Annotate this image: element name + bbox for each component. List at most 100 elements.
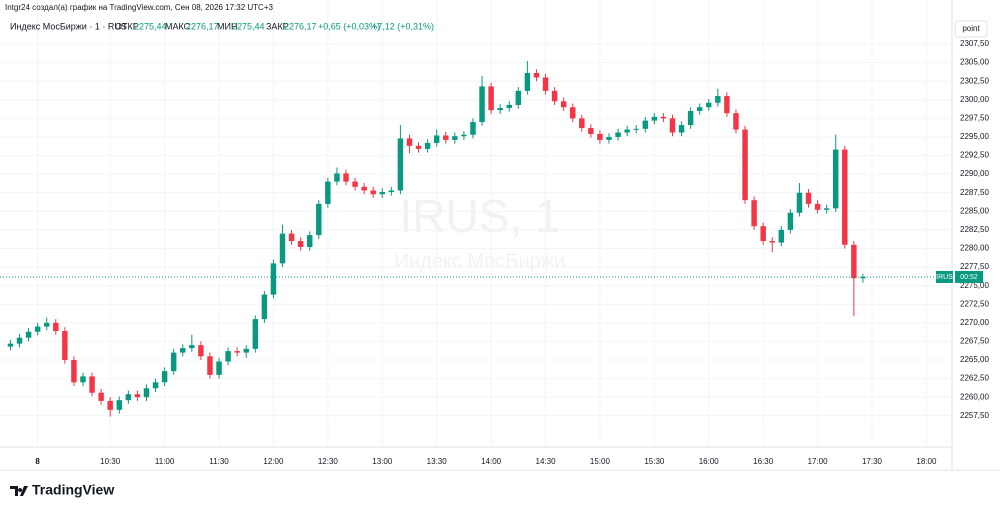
y-tick-label: 2295,00 (960, 132, 989, 141)
candle-body (787, 212, 794, 230)
candle-body (433, 135, 440, 143)
candle-body (379, 191, 385, 195)
candle-body (842, 149, 848, 245)
candle-body (316, 203, 322, 236)
y-tick-label: 2302,50 (960, 76, 989, 85)
candle-body (152, 382, 159, 389)
candle-body (669, 118, 676, 133)
candle-body (696, 107, 703, 111)
candle-body (796, 192, 803, 213)
candle-body (624, 129, 630, 133)
candle-body (397, 138, 404, 191)
candle-body (62, 331, 68, 361)
candle-body (742, 129, 748, 201)
price-tag (936, 270, 953, 283)
y-tick-label: 2307,50 (960, 39, 989, 48)
candle-body (551, 90, 558, 102)
candle-body (198, 345, 204, 357)
candle-body (307, 235, 313, 247)
y-tick-label: 2285,00 (960, 206, 989, 215)
candle-body (778, 229, 785, 243)
candle-body (161, 371, 168, 383)
candle-body (207, 356, 213, 375)
candle-body (633, 128, 639, 130)
candle-body (461, 134, 467, 137)
legend-symbol: Индекс МосБиржи · 1 · RUS (10, 21, 127, 31)
unit-box (954, 20, 988, 38)
candle-body (125, 394, 132, 401)
candle-body (107, 400, 113, 410)
candle-body (34, 326, 41, 332)
candle-body (833, 149, 839, 209)
candle-body (89, 376, 95, 393)
candle-body (170, 352, 177, 372)
candle-body (560, 101, 567, 108)
candle-body (343, 173, 349, 182)
y-tick-label: 2260,00 (960, 392, 989, 401)
legend-label: ЗАКР (266, 21, 289, 31)
x-tick-label: 10:30 (100, 457, 121, 466)
x-tick-label: 14:00 (481, 457, 502, 466)
candle-body (515, 90, 522, 105)
x-tick-label: 8 (35, 457, 40, 466)
candle-body (143, 388, 150, 398)
price-tag-countdown: 00:52 (960, 274, 978, 281)
y-tick-label: 2292,50 (960, 151, 989, 160)
candle-body (479, 86, 485, 123)
y-tick-label: 2262,50 (960, 374, 989, 383)
y-tick-label: 2287,50 (960, 188, 989, 197)
candle-body (71, 360, 77, 383)
candle-body (352, 181, 358, 187)
candle-body (805, 192, 812, 204)
y-tick-label: 2305,00 (960, 58, 989, 67)
y-tick-label: 2277,50 (960, 262, 989, 271)
x-tick-label: 12:00 (263, 457, 284, 466)
candle-body (388, 190, 395, 192)
x-tick-label: 11:30 (209, 457, 229, 466)
candle-body (234, 351, 240, 353)
y-tick-label: 2265,00 (960, 355, 989, 364)
candle-body (116, 400, 122, 410)
candle-body (524, 73, 531, 91)
candle-body (751, 200, 757, 227)
candle-body (579, 118, 585, 129)
candle-body (687, 110, 694, 126)
header: Intgr24 создал(а) график на TradingView.… (5, 3, 273, 12)
y-tick-label: 2282,50 (960, 225, 989, 234)
candle-body (243, 348, 249, 353)
y-tick-label: 2257,50 (960, 411, 989, 420)
candle-body (470, 122, 476, 135)
candle-body (533, 73, 540, 78)
candle-body (261, 294, 268, 320)
candle-body (615, 132, 621, 137)
candle-body (297, 241, 304, 247)
brand-logo: TradingView (10, 482, 114, 498)
candle-body (642, 120, 648, 129)
candle-body (252, 319, 259, 349)
x-tick-label: 15:30 (644, 457, 665, 466)
grid (0, 0, 952, 447)
x-tick-label: 15:00 (590, 457, 611, 466)
candle-body (415, 145, 422, 149)
candle-body (542, 77, 549, 91)
candle-body (16, 337, 23, 344)
candle-body (288, 233, 295, 242)
x-tick-label: 16:00 (699, 457, 720, 466)
candle-body (7, 343, 14, 347)
candle-body (588, 128, 594, 134)
x-tick-label: 13:00 (372, 457, 393, 466)
candle-body (814, 203, 821, 210)
candle-body (488, 86, 494, 111)
candle-body (370, 190, 376, 195)
candle-body (724, 96, 730, 114)
candle-body (424, 142, 431, 149)
x-tick-label: 17:30 (862, 457, 883, 466)
legend-value: 2276,17 (284, 21, 317, 31)
candle-body (189, 345, 195, 349)
y-unit: point (962, 24, 980, 33)
candle-body (53, 322, 59, 332)
legend-value: 2276,17 (186, 21, 219, 31)
watermark-title: IRUS, 1 (399, 190, 560, 242)
